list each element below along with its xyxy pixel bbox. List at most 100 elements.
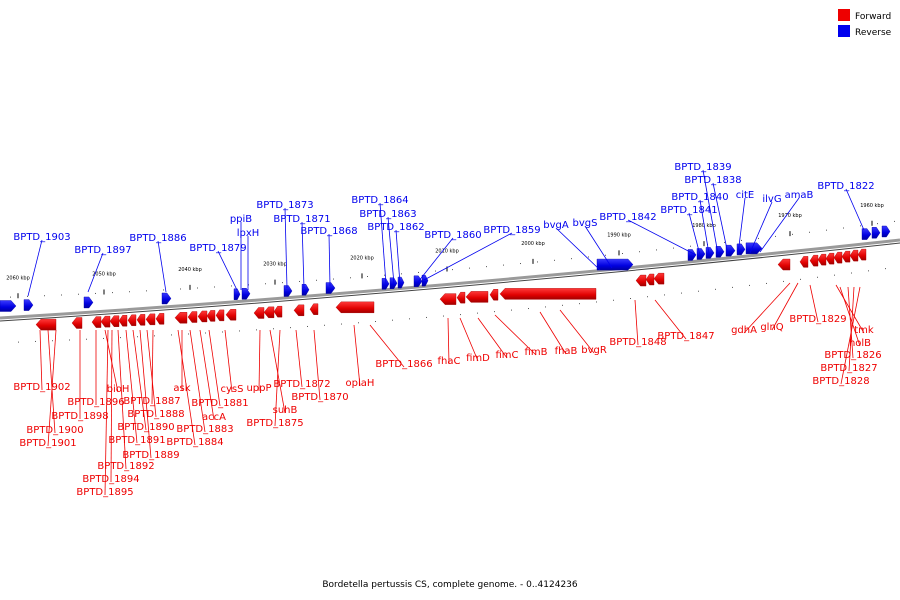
scale-dot (460, 314, 461, 316)
scale-dot (163, 289, 164, 291)
gene-label: BPTD_1828 (812, 376, 869, 387)
forward-gene-arrow (174, 312, 188, 324)
forward-gene-arrow (100, 315, 111, 328)
scale-dot (367, 276, 368, 278)
scale-dot (188, 333, 189, 335)
scale-tick-label: 1970 kbp (778, 213, 802, 219)
label-leader-line (146, 329, 157, 418)
reverse-gene-arrow (23, 299, 34, 311)
label-leader-line (132, 329, 147, 431)
scale-dot (307, 325, 308, 327)
reverse-gene-arrow (301, 284, 310, 296)
forward-gene-arrow (489, 289, 499, 301)
scale-dot (95, 292, 96, 294)
scale-dot (392, 319, 393, 321)
gene-label: BPTD_1863 (359, 209, 416, 220)
legend: Forward Reverse (838, 9, 892, 38)
scale-tick-label: 2040 kbp (178, 267, 202, 273)
reverse-gene-arrow (715, 246, 725, 258)
scale-dot (324, 324, 325, 326)
label-leader-line (759, 197, 800, 253)
label-leader-line (835, 284, 865, 334)
scale-dot (10, 296, 11, 298)
scale-dot (545, 306, 546, 308)
label-leader-line (39, 329, 43, 391)
scale-dot (69, 339, 70, 341)
gene-label: BPTD_1897 (74, 245, 131, 256)
reverse-gene-arrow (83, 296, 94, 309)
forward-gene-arrow (825, 252, 835, 265)
gene-label: oplaH (346, 378, 375, 389)
label-leader-line (217, 250, 238, 291)
scale-dot (894, 220, 895, 222)
label-leader-line (634, 299, 639, 346)
scale-tick-label: 1960 kbp (860, 203, 884, 209)
scale-dot (622, 253, 623, 255)
label-leader-line (809, 284, 819, 323)
gene-label: BPTD_1822 (817, 181, 874, 192)
reverse-gene-arrow (241, 288, 251, 300)
scale-dot (588, 256, 589, 258)
label-leader-line (47, 329, 56, 434)
gene-label: BPTD_1862 (367, 222, 424, 233)
gene-label: bioH (107, 384, 130, 395)
scale-dot (120, 337, 121, 339)
scale-dot (579, 303, 580, 305)
forward-gene-arrow (127, 314, 137, 326)
scale-dot (834, 274, 835, 276)
scale-dot (732, 286, 733, 288)
scale-dot (843, 227, 844, 229)
forward-gene-arrow (35, 318, 57, 331)
label-leader-line (258, 329, 261, 392)
forward-gene-arrow (71, 317, 83, 329)
gene-label: glnQ (760, 322, 783, 333)
scale-dot (256, 329, 257, 331)
gene-label: lpxH (237, 228, 260, 239)
scale-dot (239, 330, 240, 332)
forward-gene-arrow (465, 291, 489, 303)
label-leader-line (447, 317, 450, 365)
reverse-gene-arrow (325, 282, 336, 294)
forward-gene-arrow (273, 305, 283, 318)
gene-label: BPTD_1891 (108, 435, 165, 446)
scale-tick-label: 2010 kbp (435, 249, 459, 255)
gene-label: BPTD_1875 (246, 418, 303, 429)
forward-gene-arrow (857, 248, 867, 261)
scale-dot (698, 290, 699, 292)
label-leader-line (840, 286, 861, 385)
forward-gene-arrow (253, 307, 265, 319)
forward-gene-arrow (645, 273, 655, 286)
gene-label: ppiB (230, 214, 252, 225)
scale-dot (350, 277, 351, 279)
gene-label: BPTD_1848 (609, 337, 666, 348)
scale-dot (333, 278, 334, 280)
reverse-gene-arrow (413, 275, 423, 287)
scale-dot (112, 292, 113, 294)
gene-label: uppP (246, 383, 271, 394)
gene-label: fhaC (438, 356, 461, 367)
label-leader-line (27, 239, 43, 297)
genome-caption: Bordetella pertussis CS, complete genome… (322, 580, 578, 590)
label-leader-line (387, 216, 395, 285)
label-leader-line (771, 282, 799, 331)
label-leader-line (459, 317, 479, 362)
gene-label: BPTD_1860 (424, 230, 481, 241)
scale-dot (817, 276, 818, 278)
scale-dot (86, 338, 87, 340)
gene-label: BPTD_1839 (674, 162, 731, 173)
scale-dot (205, 332, 206, 334)
label-leader-line (284, 207, 288, 289)
label-leader-line (423, 232, 513, 281)
scale-dot (664, 294, 665, 296)
scale-tick-label: 1990 kbp (607, 232, 631, 238)
scale-dot (800, 278, 801, 280)
scale-dot (613, 299, 614, 301)
scale-dot (469, 267, 470, 269)
label-leader-line (295, 329, 303, 388)
scale-dot (426, 316, 427, 318)
gene-label: BPTD_1902 (13, 382, 70, 393)
scale-dot (146, 290, 147, 292)
gene-label: BPTD_1827 (820, 363, 877, 374)
